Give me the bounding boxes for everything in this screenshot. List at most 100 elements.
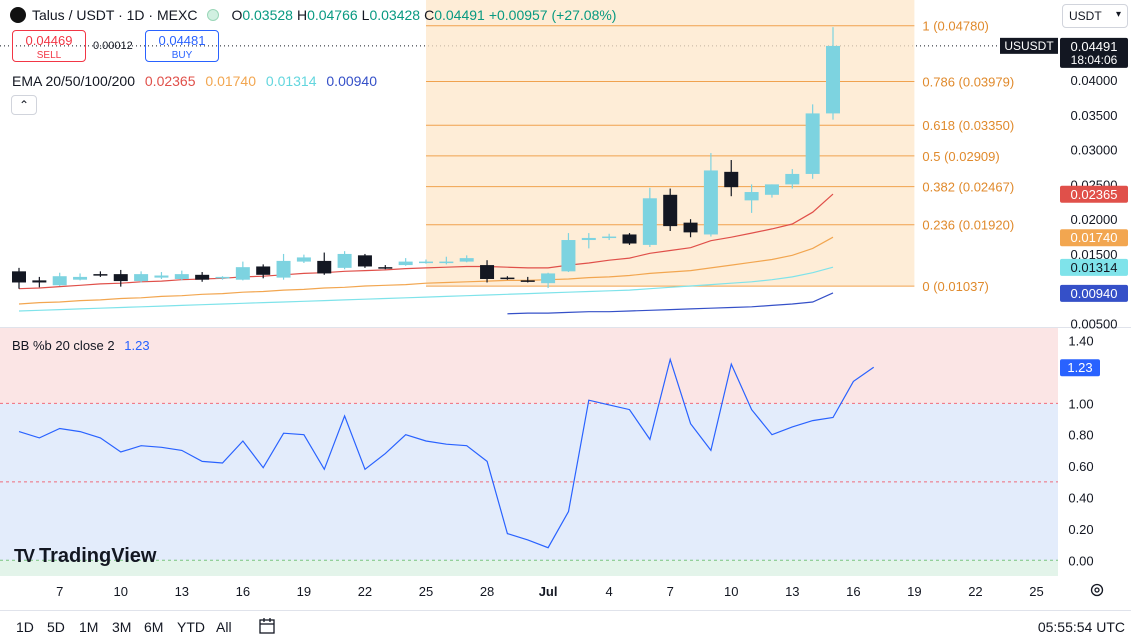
candle-body — [398, 261, 413, 266]
bb-percent-line — [18, 357, 875, 549]
fib-level-label: 0.382 (0.02467) — [922, 180, 1014, 195]
candle-body — [561, 240, 576, 272]
utc-clock[interactable]: 05:55:54 UTC — [1037, 619, 1125, 635]
gear-icon[interactable] — [1090, 583, 1104, 597]
fib-level-label: 0.618 (0.03350) — [922, 118, 1014, 133]
tradingview-wordmark: TradingView — [39, 545, 157, 567]
time-tick-label: 19 — [907, 584, 921, 599]
open-value: 0.03528 — [242, 7, 293, 23]
candle-body — [113, 274, 128, 282]
ema-legend[interactable]: EMA 20/50/100/200 0.02365 0.01740 0.0131… — [12, 73, 383, 89]
chevron-up-icon: ⌃ — [18, 98, 30, 112]
time-tick-label: 13 — [785, 584, 799, 599]
candle — [154, 272, 169, 279]
fib-level-label: 0.786 (0.03979) — [922, 74, 1014, 89]
candle-body — [357, 255, 372, 267]
price-tick-label: 0.02000 — [1071, 212, 1118, 227]
symbol-badge-label: USUSDT — [1004, 39, 1054, 53]
candle — [764, 184, 779, 198]
change-value: +0.00957 (+27.08%) — [488, 7, 617, 23]
time-tick-label: 16 — [236, 584, 250, 599]
candle-body — [480, 265, 495, 279]
candle — [785, 169, 800, 189]
time-tick-label: 10 — [114, 584, 128, 599]
bb-legend[interactable]: BB %b 20 close 2 1.23 — [12, 338, 150, 353]
price-badge — [1060, 284, 1128, 302]
candle — [520, 276, 535, 283]
time-tick-label: Jul — [539, 584, 558, 599]
time-tick-label: 22 — [968, 584, 982, 599]
collapse-legend-button[interactable]: ⌃ — [11, 95, 37, 115]
bottom-toolbar: 1D 5D 1M 3M 6M YTD All 05:55:54 UTC — [0, 610, 1131, 640]
candle — [296, 254, 311, 263]
close-value: 0.04491 — [434, 7, 485, 23]
candle — [703, 153, 718, 237]
timeframe-6m[interactable]: 6M — [144, 619, 164, 635]
price-tick-label: 0.03500 — [1071, 108, 1118, 123]
time-tick-label: 25 — [1029, 584, 1043, 599]
price-badge-value: 0.02365 — [1071, 187, 1118, 202]
currency-select-value: USDT — [1069, 9, 1102, 23]
candle — [439, 256, 454, 265]
calendar-range-icon[interactable] — [258, 617, 276, 635]
timeframe-5d[interactable]: 5D — [47, 619, 65, 635]
candle — [398, 258, 413, 266]
candle — [622, 233, 637, 245]
time-tick-label: 22 — [358, 584, 372, 599]
candle-body — [235, 267, 250, 280]
bb-tick-label: 0.00 — [1068, 553, 1093, 568]
candle — [744, 184, 759, 213]
timeframe-1m[interactable]: 1M — [79, 619, 99, 635]
price-tick-label: 0.03000 — [1071, 143, 1118, 158]
candle — [826, 27, 840, 120]
candle — [52, 272, 67, 286]
low-label: L — [361, 7, 370, 23]
candle-body — [32, 280, 47, 283]
fib-level-label: 1 (0.04780) — [922, 19, 989, 34]
candle-body — [805, 113, 820, 174]
candle-body — [296, 257, 311, 262]
candle-body — [276, 260, 291, 278]
candle-body — [785, 173, 800, 185]
candle — [235, 261, 250, 281]
candle-body — [174, 274, 189, 279]
candle-body — [520, 280, 535, 282]
timeframe-ytd[interactable]: YTD — [177, 619, 205, 635]
timeframe-all[interactable]: All — [216, 619, 232, 635]
sell-button[interactable]: 0.04469 SELL — [12, 30, 86, 62]
timeframe-1d[interactable]: 1D — [16, 619, 34, 635]
ema-line — [18, 236, 834, 305]
time-tick-label: 19 — [297, 584, 311, 599]
fib-level-label: 0 (0.01037) — [922, 279, 989, 294]
candle-body — [744, 192, 759, 201]
candle — [357, 253, 372, 268]
candle — [32, 276, 47, 288]
candle — [642, 187, 657, 247]
talus-logo-icon — [10, 7, 26, 23]
candle — [683, 219, 698, 238]
candle — [256, 264, 271, 279]
candle — [459, 255, 474, 263]
bb-legend-label: BB %b 20 close 2 — [12, 338, 115, 353]
buy-button[interactable]: 0.04481 BUY — [145, 30, 219, 62]
bb-tick-label: 0.20 — [1068, 522, 1093, 537]
ema-line — [507, 292, 834, 315]
fib-level-label: 0.236 (0.01920) — [922, 218, 1014, 233]
time-tick-label: 13 — [175, 584, 189, 599]
candle — [215, 276, 230, 280]
symbol-title[interactable]: Talus / USDT · 1D · MEXC — [32, 7, 198, 23]
candle — [12, 267, 26, 289]
buy-price: 0.04481 — [158, 33, 206, 48]
currency-select[interactable]: USDT ▾ — [1062, 4, 1128, 28]
candle-body — [93, 274, 108, 276]
spread-value: 0.00012 — [93, 40, 133, 52]
tradingview-logo[interactable]: TV TradingView — [14, 545, 156, 568]
price-badge-countdown: 18:04:06 — [1071, 53, 1118, 67]
bb-oversold-zone — [0, 560, 1058, 576]
timeframe-3m[interactable]: 3M — [112, 619, 132, 635]
candle-body — [378, 267, 393, 269]
candle — [93, 271, 108, 277]
candle — [174, 270, 189, 281]
fib-retracement-zone — [426, 0, 915, 287]
